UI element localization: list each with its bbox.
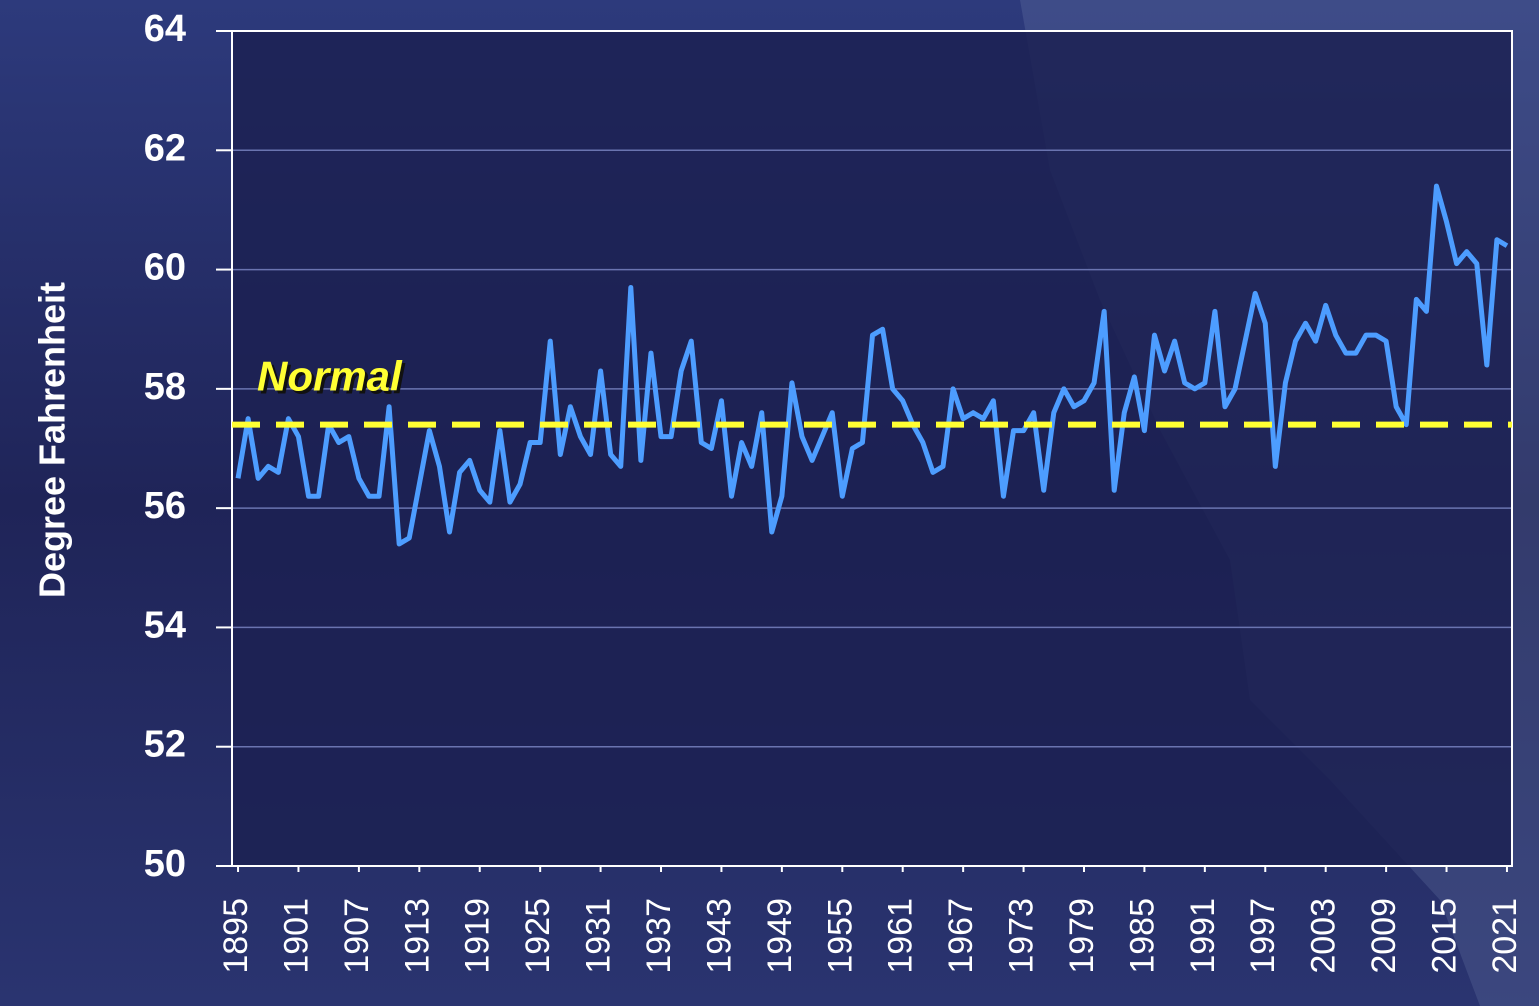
x-tick-label: 1895 xyxy=(217,898,255,974)
x-tick-label: 1931 xyxy=(580,898,618,974)
y-tick-label: 60 xyxy=(144,247,186,289)
x-tick-label: 1901 xyxy=(277,898,315,974)
x-tick-label: 1925 xyxy=(519,898,557,974)
y-tick-label: 54 xyxy=(144,604,186,646)
x-tick-label: 1913 xyxy=(398,898,436,974)
x-tick-label: 1997 xyxy=(1244,898,1282,974)
y-tick-label: 58 xyxy=(144,366,186,408)
x-tick-label: 1991 xyxy=(1184,898,1222,974)
y-axis-label: Degree Fahrenheit xyxy=(32,282,73,598)
data-line xyxy=(235,183,1509,547)
y-tick-label: 56 xyxy=(144,485,186,527)
y-tick-label: 52 xyxy=(144,724,186,766)
x-tick-label: 1937 xyxy=(640,898,678,974)
x-tick-label: 1979 xyxy=(1063,898,1101,974)
plot-area xyxy=(232,31,1512,866)
y-tick-label: 64 xyxy=(144,8,186,50)
x-tick-label: 1973 xyxy=(1003,898,1041,974)
x-tick-label: 1949 xyxy=(761,898,799,974)
x-tick-label: 1985 xyxy=(1123,898,1161,974)
x-tick-label: 2015 xyxy=(1426,898,1464,974)
y-tick-label: 50 xyxy=(144,843,186,885)
normal-label: Normal xyxy=(257,353,403,400)
x-tick-label: 1919 xyxy=(459,898,497,974)
x-tick-label: 2009 xyxy=(1365,898,1403,974)
x-tick-label: 1961 xyxy=(882,898,920,974)
x-tick-label: 1943 xyxy=(700,898,738,974)
x-tick-label: 2021 xyxy=(1486,898,1524,974)
x-tick-label: 2003 xyxy=(1305,898,1343,974)
x-tick-label: 1967 xyxy=(942,898,980,974)
x-tick-label: 1907 xyxy=(338,898,376,974)
normal-label-shadow: Normal xyxy=(260,356,406,403)
y-tick-label: 62 xyxy=(144,127,186,169)
x-tick-label: 1955 xyxy=(821,898,859,974)
plot-frame xyxy=(231,30,1513,867)
